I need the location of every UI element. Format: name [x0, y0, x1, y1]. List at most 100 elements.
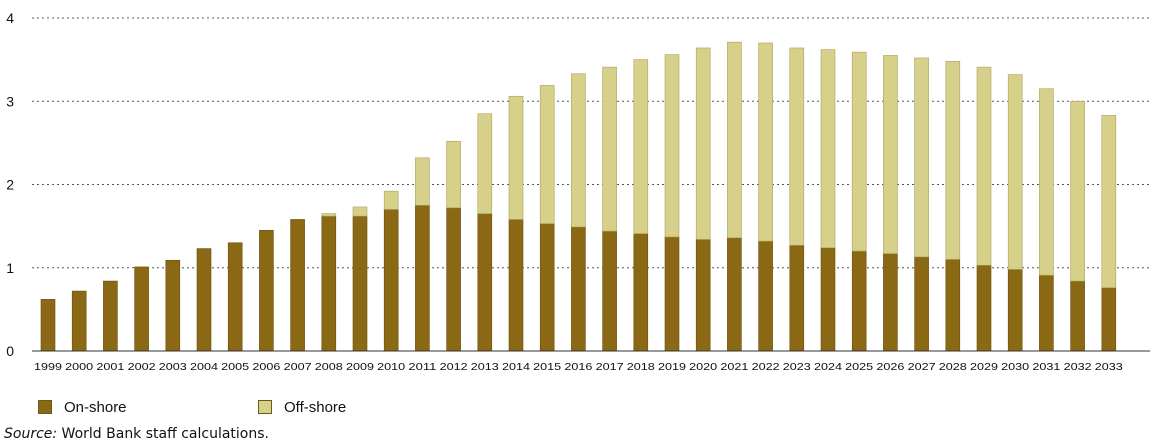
- x-tick-label: 2016: [564, 361, 592, 373]
- x-tick-label: 2026: [876, 361, 904, 373]
- x-tick-label: 2032: [1064, 361, 1092, 373]
- bar-on-shore-2000: [71, 290, 87, 352]
- bar-on-shore-2022: [758, 240, 773, 352]
- x-tick-label: 2009: [346, 361, 374, 373]
- bar-on-shore-2031: [1039, 274, 1054, 352]
- x-tick-label: 2023: [783, 361, 811, 373]
- bars: [40, 41, 1117, 352]
- bar-off-shore-2017: [602, 66, 617, 232]
- bar-on-shore-2030: [1007, 269, 1023, 352]
- x-tick-label: 2021: [720, 361, 748, 373]
- x-tick-label: 2033: [1095, 361, 1123, 373]
- x-tick-label: 2004: [190, 361, 218, 373]
- x-tick-label: 2017: [596, 361, 624, 373]
- x-tick-label: 2029: [970, 361, 998, 373]
- bar-on-shore-2026: [883, 253, 898, 352]
- source-note: Source: World Bank staff calculations.: [4, 426, 269, 442]
- bar-off-shore-2008: [321, 213, 337, 217]
- legend: On-shore Off-shore: [0, 396, 600, 418]
- x-tick-label: 2012: [440, 361, 468, 373]
- bar-off-shore-2028: [945, 60, 961, 260]
- bar-off-shore-2032: [1070, 100, 1085, 282]
- gridlines: [32, 17, 1150, 269]
- x-tick-label: 2027: [908, 361, 936, 373]
- bar-off-shore-2025: [851, 51, 867, 252]
- source-label: Source:: [4, 426, 58, 442]
- bar-on-shore-2015: [539, 223, 555, 352]
- bar-off-shore-2010: [383, 190, 399, 210]
- x-tick-label: 1999: [34, 361, 62, 373]
- x-tick-label: 2020: [689, 361, 717, 373]
- x-tick-label: 2025: [845, 361, 873, 373]
- x-tick-label: 2019: [658, 361, 686, 373]
- x-tick-label: 2006: [252, 361, 280, 373]
- bar-on-shore-2008: [321, 215, 337, 352]
- bar-on-shore-2003: [165, 259, 181, 352]
- bar-on-shore-2016: [571, 226, 586, 352]
- y-tick-label: 4: [6, 10, 14, 26]
- x-tick-label: 2013: [471, 361, 499, 373]
- x-tick-label: 2011: [408, 361, 436, 373]
- bar-on-shore-2001: [103, 280, 118, 352]
- x-tick-label: 2015: [533, 361, 561, 373]
- bar-off-shore-2014: [508, 95, 524, 220]
- bar-on-shore-2012: [446, 207, 461, 352]
- bar-on-shore-2007: [290, 219, 305, 352]
- legend-label-off-shore: Off-shore: [284, 398, 347, 416]
- x-tick-label: 2018: [627, 361, 655, 373]
- bar-on-shore-2002: [134, 266, 149, 352]
- x-tick-label: 2024: [814, 361, 842, 373]
- bar-on-shore-2014: [508, 219, 524, 352]
- bar-on-shore-2021: [727, 237, 742, 352]
- legend-item-off-shore: Off-shore: [258, 396, 346, 418]
- bar-on-shore-2011: [415, 205, 430, 352]
- bar-off-shore-2012: [446, 140, 461, 209]
- x-tick-label: 2005: [221, 361, 249, 373]
- x-tick-label: 2007: [284, 361, 312, 373]
- bar-off-shore-2016: [571, 73, 586, 228]
- x-tick-label: 2000: [65, 361, 93, 373]
- bar-on-shore-2023: [789, 244, 805, 352]
- bar-off-shore-2013: [477, 113, 493, 214]
- bar-off-shore-2009: [352, 206, 368, 217]
- x-axis-ticks: 1999 2000 2001 2002 2003 2004 2005 2006 2007 2008…: [34, 361, 1123, 373]
- bar-on-shore-2013: [477, 213, 493, 352]
- x-tick-label: 2001: [96, 361, 124, 373]
- y-tick-label: 2: [6, 177, 14, 193]
- bar-on-shore-2006: [259, 229, 274, 352]
- source-text: World Bank staff calculations.: [57, 426, 269, 442]
- bar-on-shore-2025: [851, 250, 867, 352]
- x-tick-label: 2022: [752, 361, 780, 373]
- bar-on-shore-2018: [633, 233, 649, 352]
- x-tick-label: 2014: [502, 361, 530, 373]
- bar-off-shore-2029: [976, 66, 992, 266]
- bar-on-shore-2032: [1070, 280, 1085, 352]
- bar-on-shore-2005: [227, 242, 243, 352]
- bar-on-shore-2028: [945, 259, 961, 352]
- bar-off-shore-2030: [1007, 74, 1023, 270]
- x-tick-label: 2028: [939, 361, 967, 373]
- bar-on-shore-1999: [40, 299, 56, 352]
- bar-on-shore-2017: [602, 230, 617, 352]
- y-axis-ticks: 0 1 2 3 4: [6, 10, 14, 359]
- bar-off-shore-2015: [539, 85, 555, 224]
- x-tick-label: 2003: [159, 361, 187, 373]
- bar-on-shore-2024: [820, 247, 836, 352]
- bar-off-shore-2021: [727, 41, 742, 239]
- bar-on-shore-2010: [383, 209, 399, 352]
- bar-off-shore-2033: [1101, 115, 1117, 289]
- bar-on-shore-2020: [695, 239, 711, 352]
- bar-on-shore-2027: [914, 256, 929, 352]
- x-tick-label: 2008: [315, 361, 343, 373]
- y-tick-label: 1: [6, 260, 14, 276]
- bar-off-shore-2023: [789, 47, 805, 246]
- y-tick-label: 0: [6, 343, 14, 359]
- bar-off-shore-2031: [1039, 88, 1054, 276]
- bar-off-shore-2024: [820, 49, 836, 249]
- legend-item-on-shore: On-shore: [38, 396, 127, 418]
- on-shore-swatch: [38, 400, 52, 414]
- off-shore-swatch: [258, 400, 272, 414]
- legend-label-on-shore: On-shore: [64, 398, 127, 416]
- bar-on-shore-2019: [664, 236, 680, 352]
- x-tick-label: 2010: [377, 361, 405, 373]
